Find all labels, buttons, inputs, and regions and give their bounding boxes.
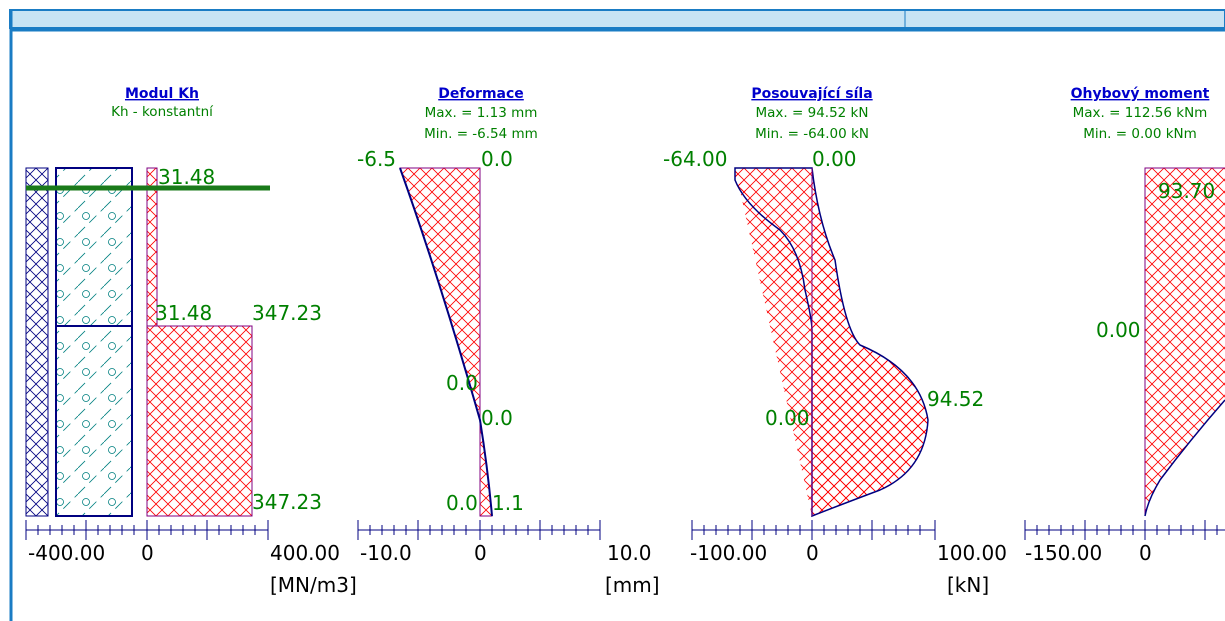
shear-area — [735, 168, 812, 516]
unit-label: [MN/m3] — [270, 573, 357, 597]
panel-title[interactable]: Modul Kh — [125, 86, 199, 102]
value-label: 0.00 — [1096, 318, 1141, 342]
panel-title[interactable]: Deformace — [438, 86, 524, 102]
scale-label: 10.0 — [607, 541, 652, 565]
pile — [55, 167, 133, 517]
value-label: -6.5 — [357, 147, 396, 171]
scale-label: 0 — [806, 541, 819, 565]
value-label: 94.52 — [927, 387, 984, 411]
unit-label: [kN] — [947, 573, 989, 597]
panel-info: Min. = -64.00 kN — [755, 126, 869, 142]
scale-axis — [1024, 520, 1225, 540]
scale-label: -150.00 — [1025, 541, 1102, 565]
value-label: 93.70 — [1158, 179, 1215, 203]
value-label: 0.0 — [481, 406, 513, 430]
value-label: 0.0 — [481, 147, 513, 171]
panel-posouvajici-sila: Posouvající síla Max. = 94.52 kN Min. = … — [663, 86, 1007, 597]
panel-deformace: Deformace Max. = 1.13 mm Min. = -6.54 mm… — [357, 86, 660, 597]
kh-area — [146, 325, 253, 517]
header-strip — [9, 9, 1225, 29]
unit-label: [mm] — [605, 573, 660, 597]
moment-axis — [1144, 167, 1225, 516]
panel-modul-kh: Modul Kh Kh - konstantní 31.48 31.48 347… — [25, 86, 357, 597]
value-label: 347.23 — [252, 490, 322, 514]
wall — [25, 167, 49, 517]
panel-info: Max. = 1.13 mm — [425, 105, 538, 121]
scale-label: -100.00 — [690, 541, 767, 565]
moment-curve — [1144, 399, 1225, 517]
scale-label: -10.0 — [360, 541, 412, 565]
scale-label: 0 — [1139, 541, 1152, 565]
moment-area — [1145, 168, 1225, 516]
value-label: 0.0 — [446, 491, 478, 515]
scale-label: 100.00 — [937, 541, 1007, 565]
panel-title[interactable]: Ohybový moment — [1071, 86, 1210, 102]
panel-info: Kh - konstantní — [111, 104, 214, 120]
panel-info: Min. = -6.54 mm — [424, 126, 538, 142]
value-label: 347.23 — [252, 301, 322, 325]
panel-ohybovy-moment: Ohybový moment Max. = 112.56 kNm Min. = … — [1024, 86, 1225, 565]
scale-label: 0 — [474, 541, 487, 565]
scale-label: -400.00 — [28, 541, 105, 565]
scale-axis — [25, 520, 269, 540]
panel-info: Min. = 0.00 kNm — [1083, 126, 1197, 142]
value-label: 0.00 — [765, 406, 810, 430]
scale-axis — [357, 520, 601, 540]
panel-info: Max. = 112.56 kNm — [1073, 105, 1208, 121]
value-label: -64.00 — [663, 147, 727, 171]
value-label: 1.1 — [492, 491, 524, 515]
value-label: 0.0 — [446, 371, 478, 395]
value-label: 0.00 — [812, 147, 857, 171]
shear-outline — [734, 167, 929, 518]
value-label: 31.48 — [158, 165, 215, 189]
deformation-curve — [399, 167, 493, 517]
scale-axis — [691, 520, 936, 540]
panel-info: Max. = 94.52 kN — [756, 105, 869, 121]
scale-label: 400.00 — [270, 541, 340, 565]
scale-label: 0 — [141, 541, 154, 565]
panel-title[interactable]: Posouvající síla — [751, 86, 872, 102]
value-label: 31.48 — [155, 301, 212, 325]
